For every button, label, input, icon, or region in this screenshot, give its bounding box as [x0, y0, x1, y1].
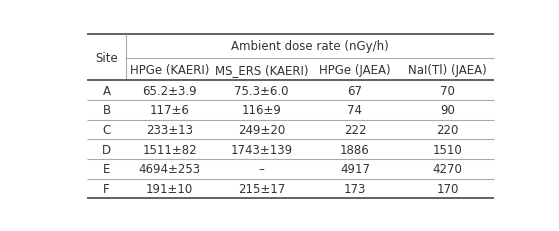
Text: Site: Site — [95, 51, 118, 64]
Text: F: F — [103, 182, 110, 195]
Text: B: B — [102, 104, 111, 117]
Text: 117±6: 117±6 — [150, 104, 190, 117]
Text: 4270: 4270 — [433, 163, 462, 176]
Text: 4917: 4917 — [340, 163, 370, 176]
Text: 191±10: 191±10 — [146, 182, 193, 195]
Text: 215±17: 215±17 — [238, 182, 285, 195]
Text: 233±13: 233±13 — [146, 123, 193, 136]
Text: 67: 67 — [348, 84, 362, 97]
Text: D: D — [102, 143, 111, 156]
Text: 65.2±3.9: 65.2±3.9 — [143, 84, 197, 97]
Text: 222: 222 — [344, 123, 366, 136]
Text: 70: 70 — [440, 84, 455, 97]
Text: 170: 170 — [437, 182, 459, 195]
Text: 220: 220 — [437, 123, 459, 136]
Text: 75.3±6.0: 75.3±6.0 — [234, 84, 288, 97]
Text: C: C — [102, 123, 111, 136]
Text: 74: 74 — [348, 104, 362, 117]
Text: –: – — [258, 163, 264, 176]
Text: HPGe (JAEA): HPGe (JAEA) — [319, 63, 391, 76]
Text: 1511±82: 1511±82 — [143, 143, 197, 156]
Text: MS_ERS (KAERI): MS_ERS (KAERI) — [215, 63, 308, 76]
Text: 1886: 1886 — [340, 143, 370, 156]
Text: A: A — [102, 84, 111, 97]
Text: Ambient dose rate (nGy/h): Ambient dose rate (nGy/h) — [231, 40, 389, 53]
Text: 1510: 1510 — [433, 143, 462, 156]
Text: 4694±253: 4694±253 — [139, 163, 201, 176]
Text: 173: 173 — [344, 182, 366, 195]
Text: 116±9: 116±9 — [241, 104, 281, 117]
Text: 90: 90 — [440, 104, 455, 117]
Text: 249±20: 249±20 — [238, 123, 285, 136]
Text: E: E — [103, 163, 110, 176]
Text: NaI(Tl) (JAEA): NaI(Tl) (JAEA) — [408, 63, 487, 76]
Text: HPGe (KAERI): HPGe (KAERI) — [130, 63, 210, 76]
Text: 1743±139: 1743±139 — [230, 143, 292, 156]
